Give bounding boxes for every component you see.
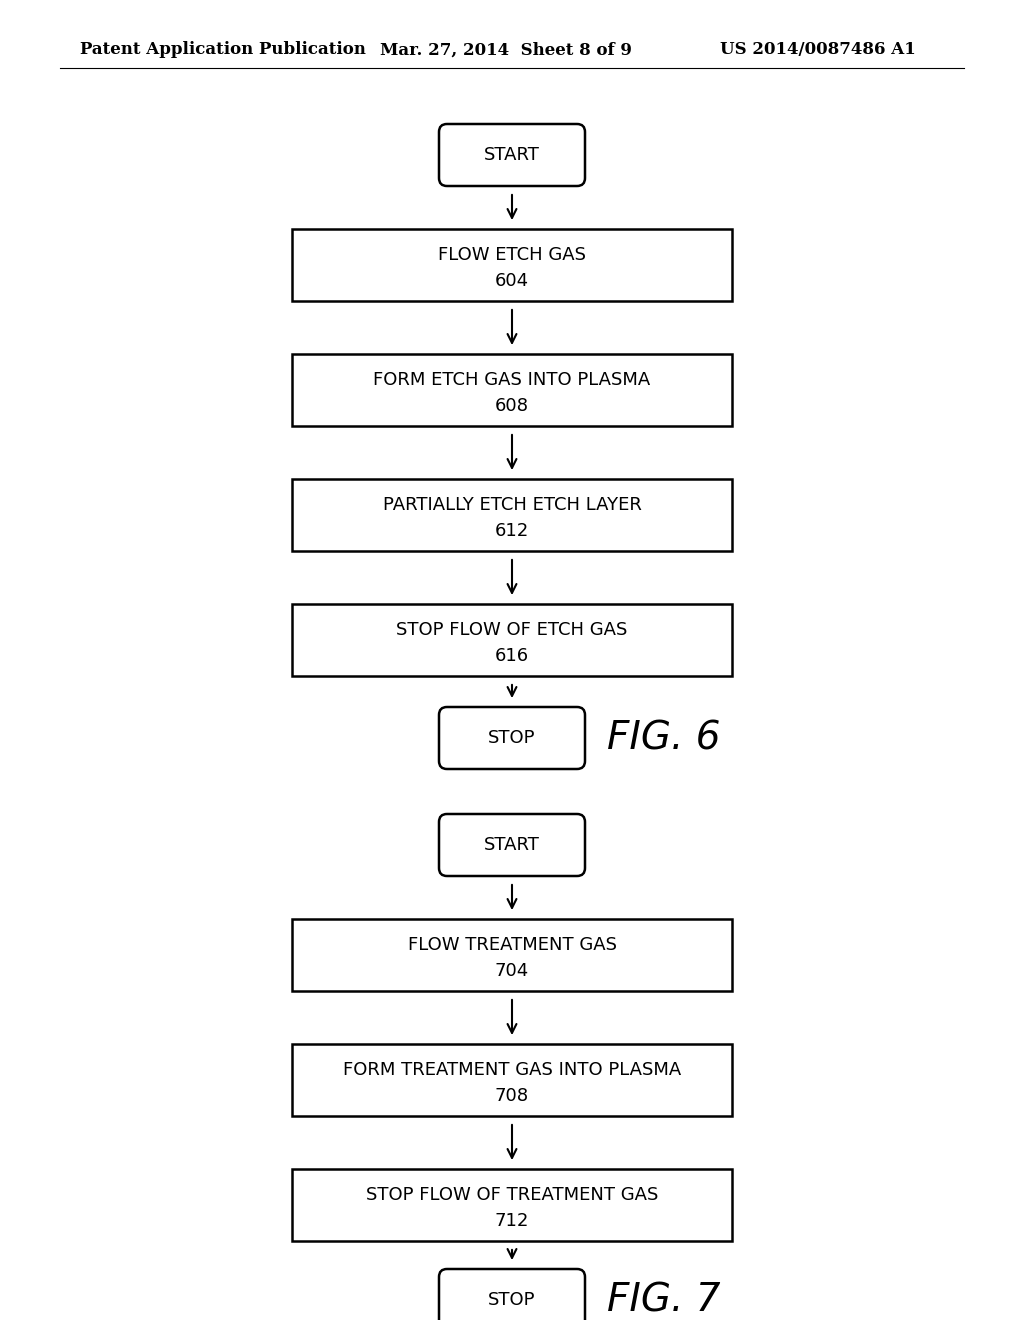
- FancyBboxPatch shape: [292, 228, 732, 301]
- FancyBboxPatch shape: [439, 708, 585, 770]
- Text: 612: 612: [495, 521, 529, 540]
- Text: STOP: STOP: [488, 1291, 536, 1309]
- Text: STOP: STOP: [488, 729, 536, 747]
- Text: 604: 604: [495, 272, 529, 290]
- Text: FLOW ETCH GAS: FLOW ETCH GAS: [438, 246, 586, 264]
- FancyBboxPatch shape: [292, 1170, 732, 1241]
- Text: FIG. 6: FIG. 6: [607, 719, 721, 756]
- Text: 704: 704: [495, 962, 529, 979]
- Text: 708: 708: [495, 1086, 529, 1105]
- Text: 712: 712: [495, 1212, 529, 1230]
- FancyBboxPatch shape: [292, 354, 732, 426]
- Text: START: START: [484, 836, 540, 854]
- Text: FORM ETCH GAS INTO PLASMA: FORM ETCH GAS INTO PLASMA: [374, 371, 650, 389]
- FancyBboxPatch shape: [439, 814, 585, 876]
- Text: START: START: [484, 147, 540, 164]
- Text: STOP FLOW OF ETCH GAS: STOP FLOW OF ETCH GAS: [396, 620, 628, 639]
- Text: FLOW TREATMENT GAS: FLOW TREATMENT GAS: [408, 936, 616, 954]
- Text: FIG. 7: FIG. 7: [607, 1280, 721, 1319]
- Text: STOP FLOW OF TREATMENT GAS: STOP FLOW OF TREATMENT GAS: [366, 1185, 658, 1204]
- Text: 608: 608: [495, 397, 529, 414]
- FancyBboxPatch shape: [292, 605, 732, 676]
- FancyBboxPatch shape: [439, 1269, 585, 1320]
- FancyBboxPatch shape: [292, 1044, 732, 1115]
- Text: FORM TREATMENT GAS INTO PLASMA: FORM TREATMENT GAS INTO PLASMA: [343, 1061, 681, 1078]
- Text: 616: 616: [495, 647, 529, 665]
- FancyBboxPatch shape: [292, 479, 732, 550]
- FancyBboxPatch shape: [292, 919, 732, 991]
- Text: PARTIALLY ETCH ETCH LAYER: PARTIALLY ETCH ETCH LAYER: [383, 496, 641, 513]
- Text: US 2014/0087486 A1: US 2014/0087486 A1: [720, 41, 915, 58]
- Text: Mar. 27, 2014  Sheet 8 of 9: Mar. 27, 2014 Sheet 8 of 9: [380, 41, 632, 58]
- FancyBboxPatch shape: [439, 124, 585, 186]
- Text: Patent Application Publication: Patent Application Publication: [80, 41, 366, 58]
